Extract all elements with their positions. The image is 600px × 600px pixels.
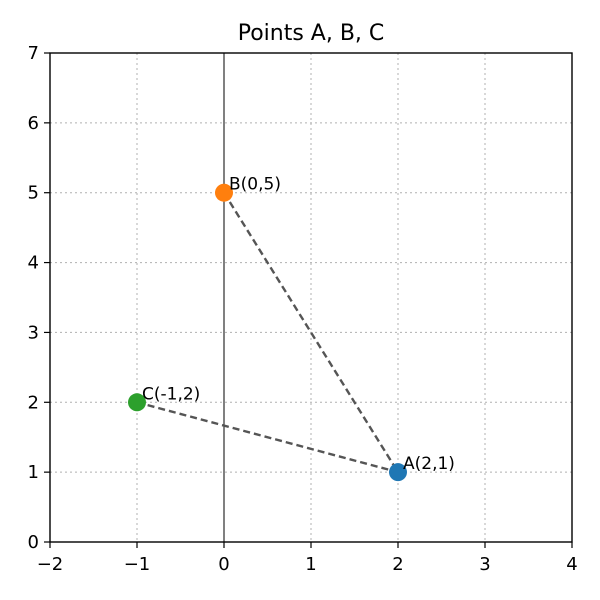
data-point	[215, 183, 233, 202]
data-point	[389, 463, 407, 482]
x-tick-label: −2	[37, 554, 64, 575]
x-tick-label: 0	[218, 554, 229, 575]
point-label: A(2,1)	[403, 454, 455, 474]
y-tick-label: 7	[28, 43, 39, 64]
y-tick-label: 5	[28, 183, 39, 204]
point-labels: A(2,1) B(0,5) C(-1,2)	[142, 175, 455, 474]
x-tick-label: 2	[392, 554, 403, 575]
point-label: B(0,5)	[229, 175, 281, 195]
y-tick-label: 2	[28, 392, 39, 413]
x-tick-label: −1	[124, 554, 151, 575]
y-tick-label: 3	[28, 322, 39, 343]
x-tick-label: 3	[479, 554, 490, 575]
y-tick-label: 4	[28, 253, 39, 274]
grid	[49, 52, 573, 543]
y-tick-label: 1	[28, 462, 39, 483]
connection-line	[136, 401, 399, 474]
data-point	[128, 393, 146, 412]
point-label: C(-1,2)	[142, 384, 200, 404]
x-tick-label: 1	[305, 554, 316, 575]
chart-title: Points A, B, C	[238, 21, 385, 46]
y-tick-label: 6	[28, 113, 39, 134]
data-points	[128, 183, 407, 482]
connection-lines	[136, 192, 400, 474]
x-tick-label: 4	[566, 554, 577, 575]
y-tick-label: 0	[28, 532, 39, 553]
axis-ticks: −2 −1 0 1 2 3 4 0 1 2 3 4 5 6 7	[28, 43, 578, 575]
